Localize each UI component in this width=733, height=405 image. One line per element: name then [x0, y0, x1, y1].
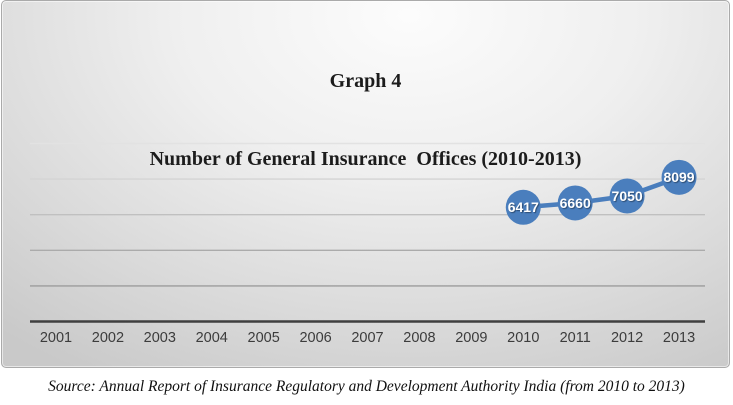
x-axis-tick-label: 2008: [403, 330, 436, 346]
chart-area: Graph 4 Number of General Insurance Offi…: [1, 0, 730, 368]
chart-title-line2: Number of General Insurance Offices (201…: [149, 148, 582, 170]
x-axis-tick-label: 2001: [39, 330, 73, 346]
x-axis-tick-label: 2009: [455, 330, 488, 346]
data-point-label: 6660: [560, 195, 591, 211]
source-note: Source: Annual Report of Insurance Regul…: [48, 377, 685, 395]
data-series-line: [523, 175, 680, 210]
chart-title: Graph 4 Number of General Insurance Offi…: [2, 16, 729, 224]
data-point: [557, 185, 593, 221]
x-axis-tick-label: 2013: [662, 330, 696, 346]
data-point-label: 6417: [508, 199, 539, 215]
chart-title-line1: Graph 4: [329, 70, 402, 92]
data-point: [609, 178, 645, 214]
x-axis-tick-label: 2010: [507, 330, 540, 346]
x-axis-tick-label: 2004: [195, 330, 228, 346]
data-point-label: 7050: [612, 188, 643, 204]
x-axis-tick-label: 2003: [143, 330, 176, 346]
x-axis-labels: 2001 2002 2003 2004 2005 2006 2007 2008 2009 2010…: [30, 330, 705, 346]
x-axis-tick-label: 2005: [247, 330, 280, 346]
data-point-label: 8099: [663, 169, 694, 185]
x-axis-tick-label: 2011: [559, 330, 591, 346]
plot-area: 6417 6660 7050 8099: [30, 142, 705, 323]
data-point: [661, 159, 697, 195]
x-axis-tick-label: 2012: [610, 330, 644, 346]
x-axis-tick-label: 2006: [299, 330, 332, 346]
data-point: [505, 189, 541, 225]
x-axis-tick-label: 2002: [91, 330, 125, 346]
x-axis-tick-label: 2007: [351, 330, 384, 346]
